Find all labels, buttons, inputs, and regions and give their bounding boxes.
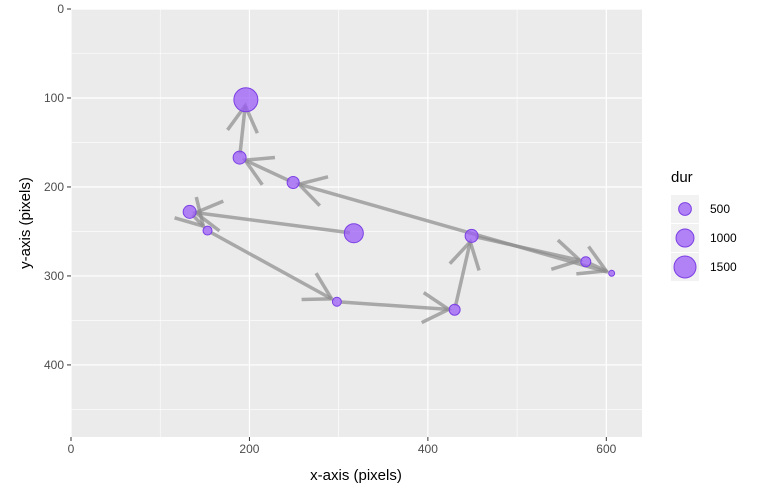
- fixation-point: [233, 87, 259, 113]
- y-tick-label: 0: [57, 2, 64, 16]
- arrow-head: [550, 238, 584, 271]
- fixation-point: [286, 175, 300, 190]
- arrow-shaft: [210, 230, 333, 301]
- arrow-shaft: [238, 105, 247, 154]
- legend-circle: [678, 202, 692, 216]
- legend-label: 1000: [710, 231, 737, 245]
- fixation-point: [202, 225, 213, 236]
- legend-circle: [675, 228, 695, 248]
- y-axis-title: y-axis (pixels): [17, 177, 34, 269]
- fixation-point: [608, 269, 616, 277]
- y-tick-label: 400: [44, 358, 64, 372]
- arrow-head: [174, 196, 206, 229]
- fixation-point: [232, 150, 247, 165]
- y-tick-label: 200: [44, 180, 64, 194]
- legend: dur 500 1000 1500: [671, 169, 737, 281]
- axes: 0 200 400 600 0 100 200 300 400: [44, 2, 617, 456]
- arrow-shaft: [195, 210, 351, 235]
- y-tick-label: 100: [44, 91, 64, 105]
- x-tick-label: 200: [239, 442, 259, 456]
- arrow-shaft: [244, 158, 291, 183]
- fixation-points: [182, 87, 616, 316]
- legend-circle: [673, 255, 697, 279]
- x-tick-label: 0: [68, 442, 75, 456]
- scanpath-arrow: [210, 230, 335, 302]
- legend-label: 500: [710, 202, 730, 216]
- fixation-point: [464, 228, 479, 243]
- fixation-point: [331, 296, 342, 307]
- arrow-shaft: [340, 300, 449, 312]
- legend-title: dur: [671, 169, 693, 186]
- fixation-point: [448, 303, 461, 316]
- x-tick-label: 400: [418, 442, 438, 456]
- fixation-point: [182, 204, 197, 219]
- fixation-point: [343, 223, 364, 244]
- legend-label: 1500: [710, 260, 737, 274]
- arrow-shaft: [298, 182, 609, 274]
- x-tick-label: 600: [596, 442, 616, 456]
- y-tick-label: 300: [44, 269, 64, 283]
- x-axis-title: x-axis (pixels): [310, 467, 402, 484]
- arrow-shaft: [453, 241, 472, 307]
- plot-panel: [71, 9, 642, 437]
- arrow-head: [301, 272, 335, 302]
- fixation-point: [580, 256, 592, 268]
